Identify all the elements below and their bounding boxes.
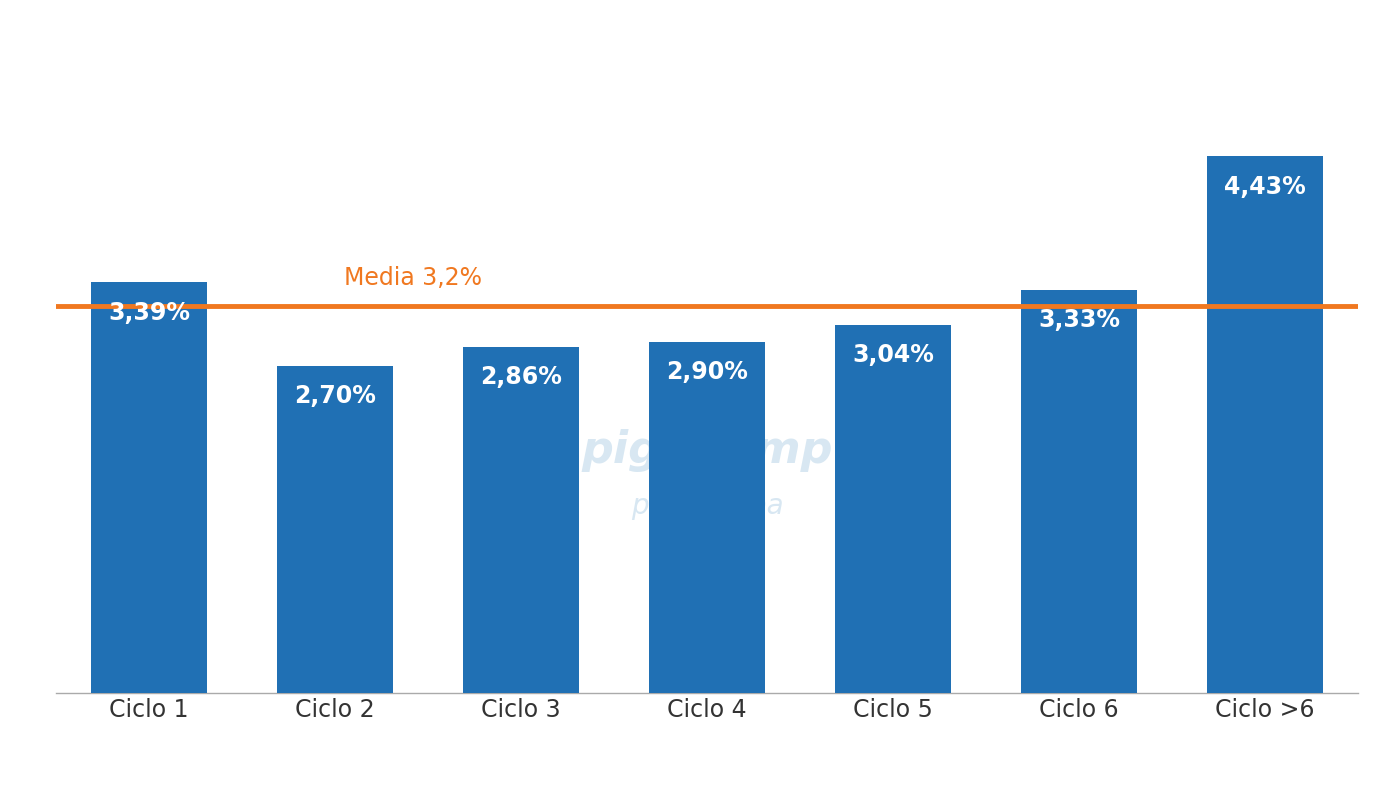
Bar xyxy=(91,282,207,693)
Text: 3,39%: 3,39% xyxy=(108,301,190,325)
Bar xyxy=(1022,290,1137,693)
Bar xyxy=(836,325,951,693)
Text: 3,33%: 3,33% xyxy=(1037,308,1120,332)
Text: 2,70%: 2,70% xyxy=(294,385,377,408)
Text: Media 3,2%: Media 3,2% xyxy=(344,266,482,290)
Text: 3,04%: 3,04% xyxy=(853,343,934,367)
Bar xyxy=(1207,156,1323,693)
Bar xyxy=(277,366,392,693)
Text: 4,43%: 4,43% xyxy=(1224,175,1306,199)
Bar xyxy=(650,342,764,693)
Text: pro europa: pro europa xyxy=(630,492,784,519)
Bar xyxy=(463,347,578,693)
Text: 2,86%: 2,86% xyxy=(480,365,561,389)
Text: pigChamp: pigChamp xyxy=(581,429,833,473)
Text: 2,90%: 2,90% xyxy=(666,360,748,384)
